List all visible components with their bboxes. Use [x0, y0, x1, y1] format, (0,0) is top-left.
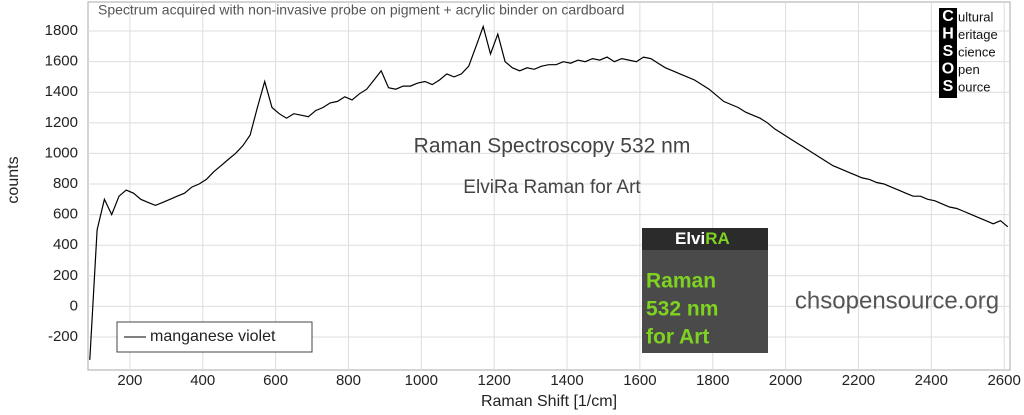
y-tick-label: 1600 — [45, 53, 78, 70]
x-tick-label: 200 — [117, 372, 142, 389]
badge-title: ElviRA — [675, 229, 730, 248]
y-tick-label: 0 — [70, 297, 78, 314]
logo-bar — [939, 8, 957, 98]
x-tick-label: 2200 — [842, 372, 875, 389]
logo-word: pen — [958, 62, 980, 77]
y-tick-label: 1200 — [45, 114, 78, 131]
plot-frame — [87, 1, 1011, 371]
badge-line: 532 nm — [646, 298, 718, 321]
x-tick-label: 400 — [190, 372, 215, 389]
badge-line: for Art — [646, 326, 709, 349]
x-tick-label: 2000 — [769, 372, 802, 389]
y-tick-label: 1800 — [45, 22, 78, 39]
x-tick-label: 2400 — [915, 372, 948, 389]
y-tick-label: 400 — [53, 236, 78, 253]
logo-word: ultural — [958, 9, 994, 24]
badge-line: Raman — [646, 270, 716, 293]
legend-label: manganese violet — [150, 328, 276, 345]
y-tick-label: 1400 — [45, 83, 78, 100]
logo-word: ource — [958, 79, 991, 94]
x-axis-label: Raman Shift [1/cm] — [481, 393, 617, 410]
legend — [116, 321, 313, 353]
logo-initial: O — [942, 61, 954, 78]
y-tick-label: 600 — [53, 206, 78, 223]
x-tick-label: 1800 — [696, 372, 729, 389]
y-tick-label: 1000 — [45, 144, 78, 161]
x-tick-label: 800 — [336, 372, 361, 389]
logo-initial: H — [942, 26, 954, 43]
logo-initial: S — [943, 78, 954, 95]
annotation: chsopensource.org — [795, 287, 999, 314]
x-tick-label: 1000 — [405, 372, 438, 389]
badge-title-a: Elvi — [675, 229, 705, 248]
badge-title-b: RA — [705, 229, 730, 248]
logo-word: cience — [958, 44, 996, 59]
x-tick-label: 1200 — [477, 372, 510, 389]
y-tick-label: -200 — [48, 328, 78, 345]
y-axis-label: counts — [5, 156, 22, 203]
x-tick-label: 1400 — [550, 372, 583, 389]
y-tick-label: 800 — [53, 175, 78, 192]
x-tick-label: 1600 — [623, 372, 656, 389]
y-tick-label: 200 — [53, 267, 78, 284]
x-tick-label: 2600 — [987, 372, 1020, 389]
line-series — [89, 24, 1009, 360]
subtitle: Spectrum acquired with non-invasive prob… — [98, 2, 624, 18]
logo-initial: C — [942, 8, 954, 25]
annotation: ElviRa Raman for Art — [463, 177, 641, 198]
logo-initial: S — [943, 43, 954, 60]
x-tick-label: 600 — [263, 372, 288, 389]
logo-word: eritage — [958, 27, 998, 42]
badge-header — [642, 228, 768, 250]
annotation: Raman Spectroscopy 532 nm — [414, 135, 691, 158]
